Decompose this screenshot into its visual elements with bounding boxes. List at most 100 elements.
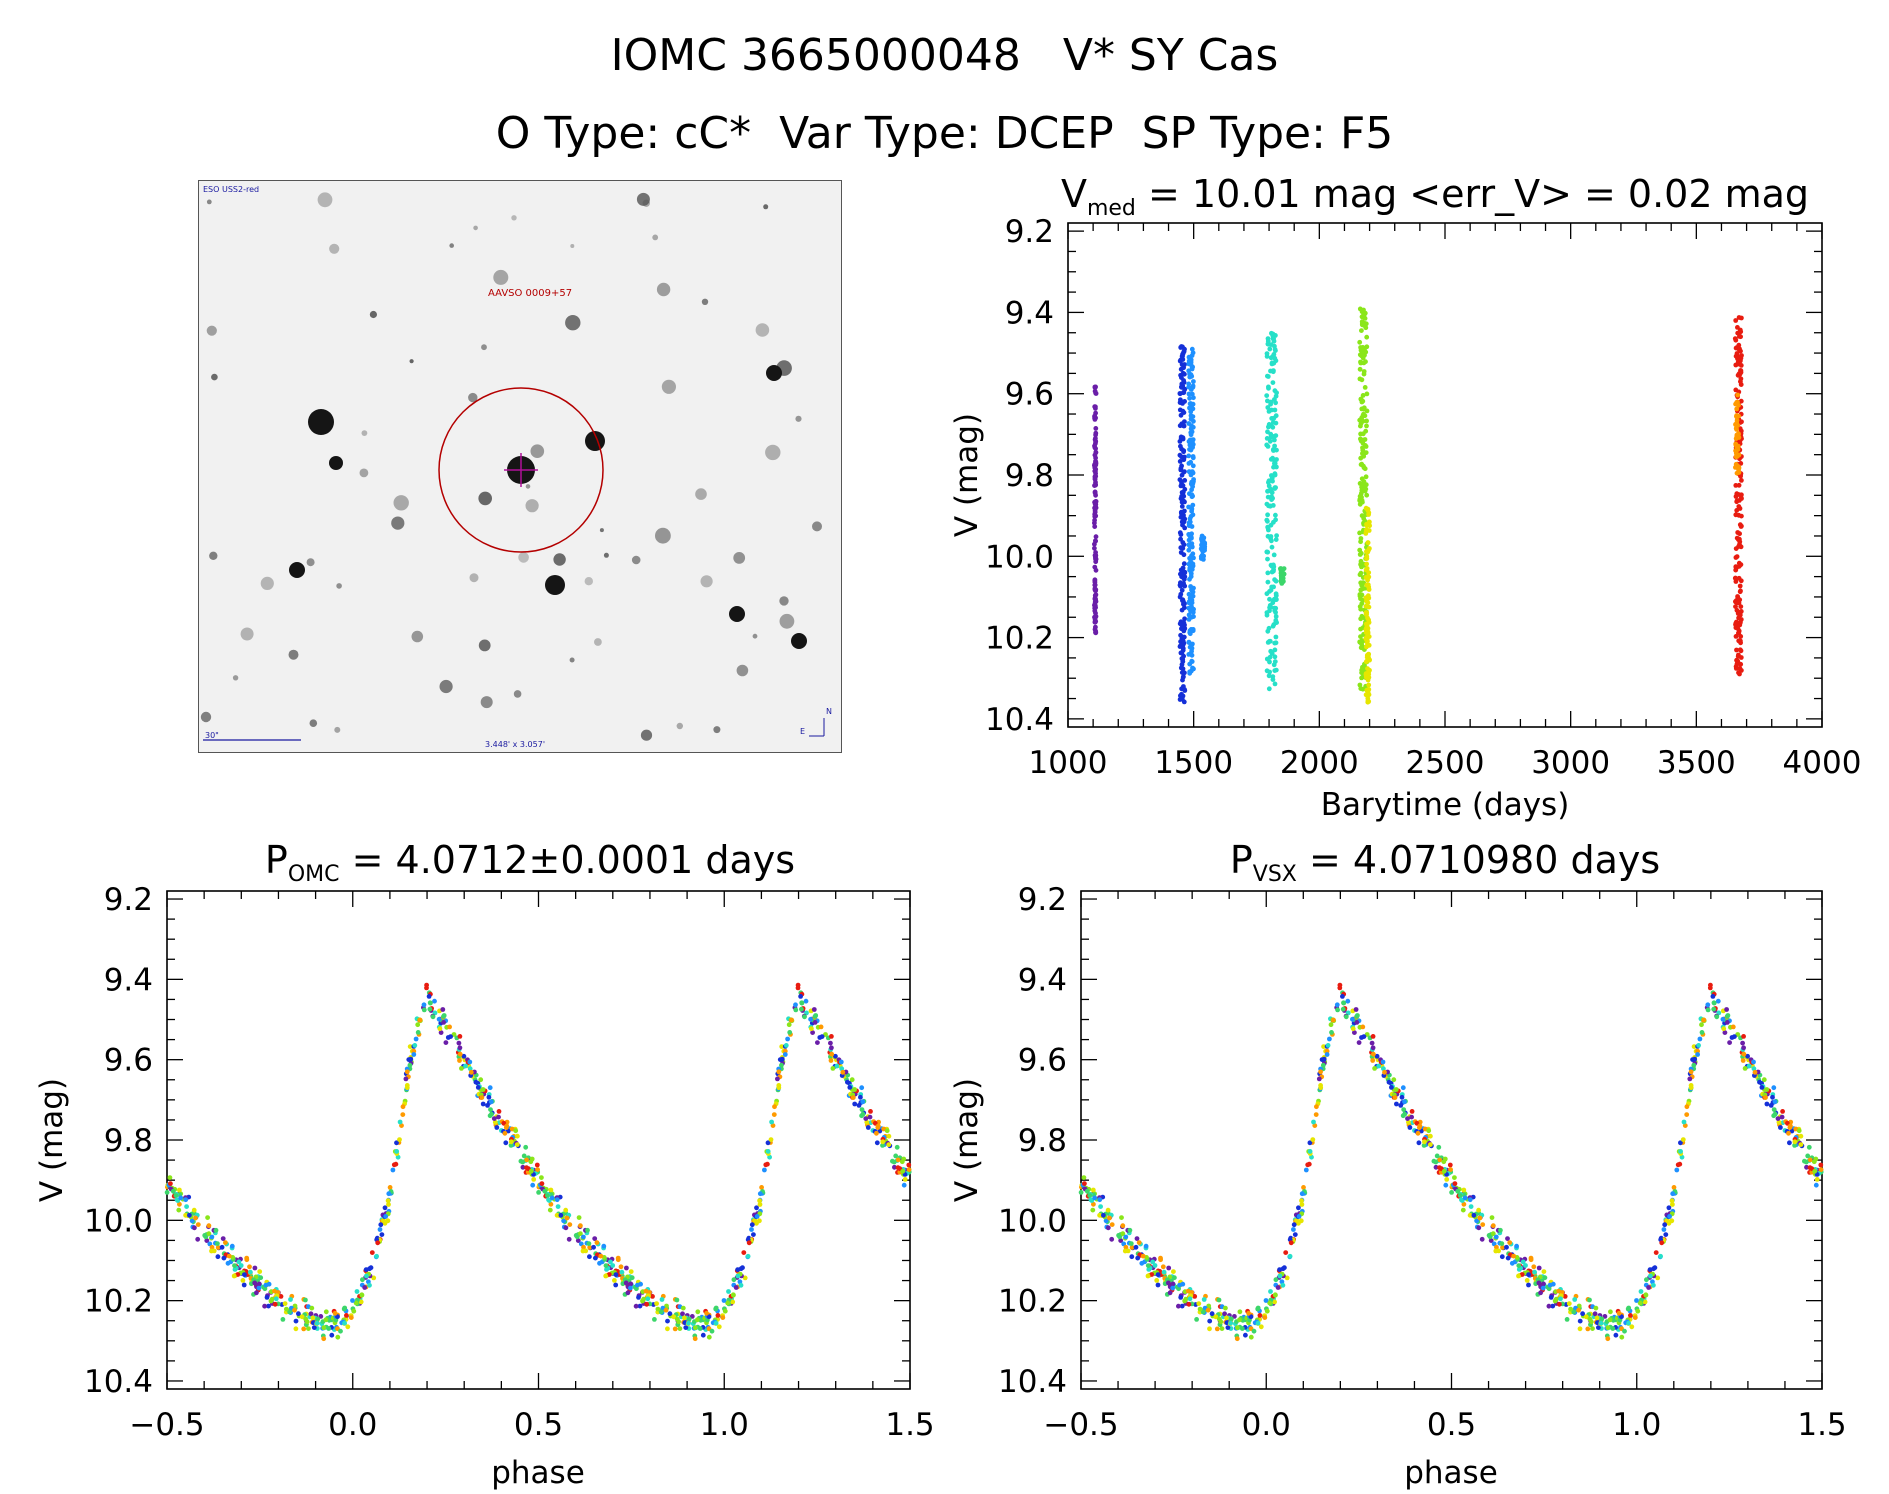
lightcurve-point — [1179, 696, 1185, 702]
phase-point — [1490, 1223, 1496, 1229]
phase-point — [170, 1188, 176, 1194]
lightcurve-point — [1357, 547, 1363, 553]
lightcurve-point — [1181, 561, 1187, 567]
phase-point — [303, 1316, 309, 1322]
phase-point — [440, 1007, 446, 1012]
phase-point — [231, 1273, 237, 1279]
lightcurve-point — [1182, 570, 1188, 576]
phase-point — [581, 1234, 586, 1240]
phase-point — [585, 1227, 590, 1233]
lightcurve-point — [1364, 492, 1370, 498]
phase-point — [262, 1303, 267, 1309]
lightcurve-point — [1264, 351, 1270, 356]
phase-point — [813, 1013, 819, 1018]
phase-point — [1643, 1292, 1649, 1298]
phase-point — [578, 1223, 583, 1229]
phase-point — [612, 1278, 617, 1283]
lightcurve-point — [1186, 469, 1192, 474]
field-star — [469, 573, 479, 583]
lightcurve-point — [1179, 504, 1185, 509]
lightcurve-point — [1738, 370, 1744, 375]
lightcurve-point — [1364, 423, 1369, 429]
lightcurve-point — [1093, 587, 1099, 593]
phase-point — [601, 1243, 607, 1249]
phase-point — [205, 1215, 211, 1220]
lightcurve-point — [1272, 668, 1278, 673]
phase-point — [1109, 1222, 1115, 1227]
lightcurve-point — [1178, 550, 1184, 555]
lightcurve-point — [1265, 488, 1270, 494]
phase-point — [1359, 1035, 1364, 1040]
field-star — [309, 719, 318, 727]
field-star — [336, 583, 342, 589]
lightcurve-point — [1735, 595, 1741, 601]
y-tick-label: 9.4 — [1005, 295, 1054, 331]
phase-point — [665, 1318, 670, 1324]
phase-point — [1572, 1297, 1578, 1302]
lightcurve-point — [1189, 524, 1195, 529]
lightcurve-point — [1093, 513, 1099, 519]
phase-point — [706, 1334, 712, 1340]
lightcurve-point — [1186, 640, 1192, 645]
phase-point — [1695, 1052, 1700, 1057]
lightcurve-point — [1178, 621, 1184, 627]
lightcurve-point — [1092, 505, 1098, 511]
field-star — [525, 484, 531, 489]
phase-point — [1577, 1318, 1583, 1324]
lightcurve-point — [1177, 477, 1183, 483]
lightcurve-point — [1266, 673, 1272, 679]
figure-subtitle: O Type: cC* Var Type: DCEP SP Type: F5 — [495, 108, 1394, 159]
phase-point — [628, 1281, 634, 1287]
lightcurve-point — [1736, 504, 1742, 509]
phase-point — [1792, 1139, 1798, 1145]
lightcurve-point — [1361, 312, 1366, 318]
lightcurve-point — [1182, 605, 1187, 611]
phase-point — [1180, 1281, 1186, 1287]
lightcurve-point — [1357, 481, 1363, 486]
phase-point — [1325, 1043, 1331, 1048]
lightcurve-point — [1365, 626, 1371, 631]
lightcurve-point — [1274, 447, 1279, 453]
phase-point — [902, 1177, 908, 1182]
phase-point — [738, 1282, 744, 1288]
phase-point — [1448, 1167, 1453, 1172]
y-tick-label: 9.4 — [1018, 962, 1067, 998]
phase-omc-title-prefix: P — [264, 838, 288, 882]
lightcurve-point — [1093, 439, 1099, 444]
lightcurve-point — [1092, 445, 1098, 450]
field-star — [513, 690, 522, 698]
phase-point — [545, 1193, 550, 1198]
phase-point — [566, 1236, 572, 1242]
phase-point — [893, 1153, 899, 1159]
field-star — [701, 298, 709, 305]
phase-point — [445, 1035, 451, 1040]
field-star — [570, 244, 575, 248]
lightcurve-point — [1189, 391, 1195, 397]
lightcurve-point — [1738, 334, 1743, 340]
phase-point — [1382, 1069, 1387, 1075]
phase-point — [536, 1190, 541, 1195]
phase-point — [874, 1130, 879, 1136]
lightcurve-point — [1738, 588, 1743, 594]
phase-point — [1129, 1254, 1135, 1260]
field-star — [530, 444, 545, 459]
phase-point — [1678, 1149, 1683, 1154]
lightcurve-point — [1266, 686, 1272, 692]
lightcurve-point — [1733, 387, 1739, 393]
lightcurve-point — [1362, 385, 1368, 390]
phase-point — [437, 1026, 443, 1032]
phase-point — [1087, 1193, 1093, 1198]
lightcurve-point — [1362, 450, 1368, 456]
phase-point — [852, 1101, 858, 1107]
phase-point — [1257, 1313, 1263, 1318]
phase-vsx-title-rest: = 4.0710980 days — [1296, 838, 1661, 882]
field-star — [733, 552, 746, 564]
lightcurve-point — [1737, 583, 1743, 589]
lightcurve-point — [1201, 535, 1207, 541]
phase-point — [1090, 1187, 1096, 1193]
lightcurve-point — [1188, 459, 1194, 465]
phase-point — [1268, 1289, 1273, 1294]
phase-point — [749, 1227, 754, 1232]
phase-point — [1197, 1306, 1203, 1312]
phase-point — [1166, 1280, 1171, 1286]
